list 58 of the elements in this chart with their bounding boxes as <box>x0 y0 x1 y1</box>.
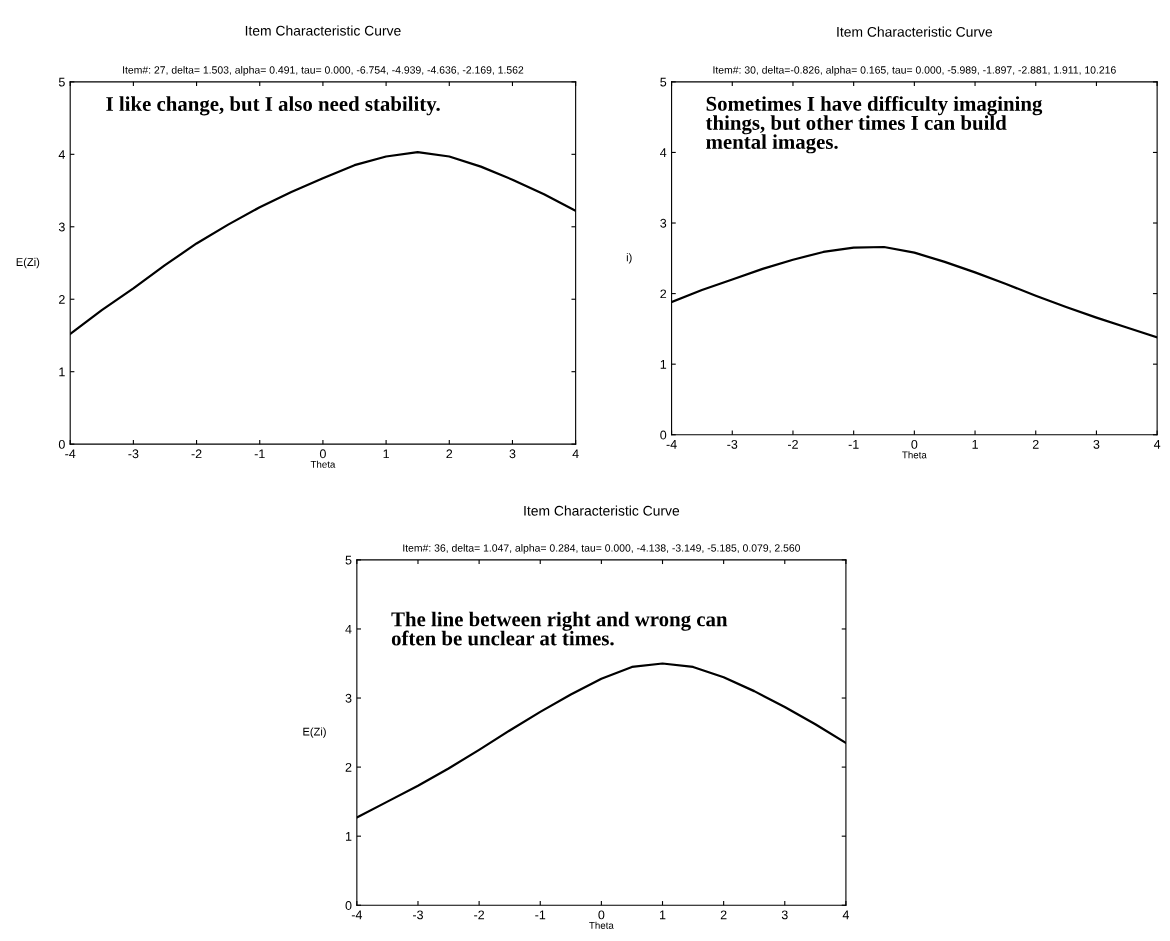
y-tick-label: 2 <box>59 295 65 304</box>
x-tick-label: -2 <box>474 910 485 920</box>
x-tick-label: 4 <box>1153 440 1161 449</box>
chart-subtitle: Item#: 36, delta= 1.047, alpha= 0.284, tau= 0.000, -4.138, -3.149, -5.185, 0.079, 2.560 <box>403 544 801 554</box>
y-tick-label: 5 <box>660 77 667 87</box>
x-tick-label: -4 <box>65 449 76 459</box>
chart-title: Item Characteristic Curve <box>837 26 993 37</box>
x-tick-label: 3 <box>1093 439 1100 449</box>
x-tick-label: -3 <box>412 910 423 920</box>
x-tick-label: -1 <box>535 910 546 920</box>
y-tick-label: 1 <box>59 367 65 377</box>
x-tick-label: 2 <box>720 910 727 920</box>
x-tick-label: 2 <box>446 449 453 459</box>
chart-title: Item Characteristic Curve <box>524 505 680 516</box>
x-tick-label: -2 <box>787 439 798 449</box>
x-tick-label: 0 <box>911 439 918 449</box>
y-tick-label: 1 <box>660 360 667 369</box>
x-tick-label: 1 <box>972 440 978 449</box>
y-tick-label: 3 <box>345 693 352 703</box>
y-tick-label: 4 <box>345 624 352 634</box>
y-tick-label: 4 <box>58 150 65 159</box>
x-tick-label: -4 <box>666 440 677 449</box>
x-tick-label: 4 <box>572 449 579 459</box>
y-tick-label: 0 <box>345 901 352 910</box>
y-axis-title: i) <box>626 253 632 264</box>
x-tick-label: -3 <box>128 449 139 459</box>
y-tick-label: 3 <box>58 222 65 232</box>
x-tick-label: -1 <box>848 440 859 449</box>
annotation: I like change, but I also need stability. <box>106 96 440 116</box>
y-tick-label: 3 <box>660 218 667 228</box>
y-tick-label: 4 <box>660 148 667 157</box>
x-tick-label: -3 <box>727 439 738 449</box>
chart-subtitle: Item#: 27, delta= 1.503, alpha= 0.491, tau= 0.000, -6.754, -4.939, -4.636, -2.169, 1.562 <box>123 65 524 76</box>
y-tick-label: 2 <box>345 762 352 772</box>
x-axis-title: Theta <box>589 921 614 929</box>
annotation: The line between right and wrong can often be unclear at times. <box>391 611 728 646</box>
x-axis-title: Theta <box>310 460 336 468</box>
y-tick-label: 1 <box>345 832 352 841</box>
y-tick-label: 0 <box>660 430 667 440</box>
x-tick-label: -4 <box>351 910 363 920</box>
y-tick-label: 5 <box>345 555 352 565</box>
x-tick-label: -2 <box>191 449 202 459</box>
chart-subtitle: Item#: 30, delta=-0.826, alpha= 0.165, tau= 0.000, -5.989, -1.897, -2.881, 1.911, 10.216 <box>713 65 1116 76</box>
y-axis-title: E(Zi) <box>16 257 40 269</box>
x-tick-label: 2 <box>1032 439 1039 449</box>
x-tick-label: 0 <box>598 910 605 920</box>
x-tick-label: 3 <box>781 910 788 920</box>
x-tick-label: -1 <box>254 449 265 459</box>
x-tick-label: 4 <box>842 910 850 920</box>
x-tick-label: 1 <box>383 449 389 459</box>
y-tick-label: 5 <box>58 77 65 87</box>
y-axis-title: E(Zi) <box>303 727 326 738</box>
chart-title: Item Characteristic Curve <box>245 25 401 36</box>
x-axis-title: Theta <box>902 451 927 459</box>
y-tick-label: 2 <box>660 289 667 299</box>
annotation: Sometimes I have difficulty imagining things, but other times I can build mental images. <box>705 95 1043 154</box>
x-tick-label: 3 <box>509 449 516 459</box>
x-tick-label: 0 <box>319 449 326 459</box>
